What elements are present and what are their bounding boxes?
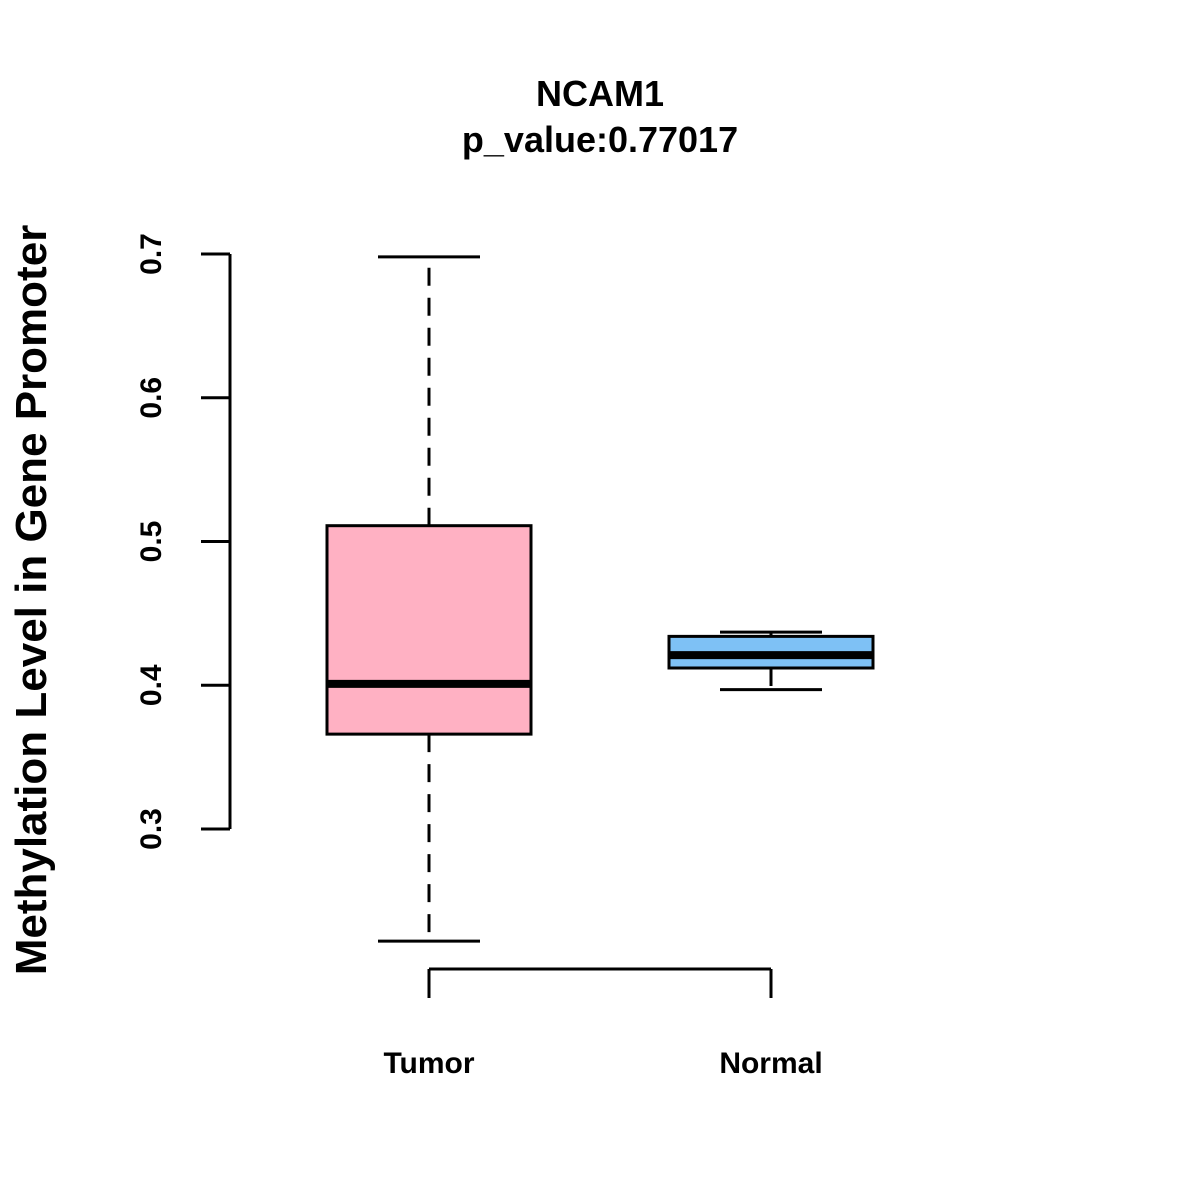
x-tick-label: Normal xyxy=(719,1047,822,1080)
box-normal xyxy=(667,630,875,692)
y-tick-label: 0.3 xyxy=(135,808,168,850)
box-tumor xyxy=(325,255,533,943)
boxplot-group xyxy=(325,255,875,943)
box-iqr xyxy=(325,524,533,736)
chart-title: NCAM1 xyxy=(536,73,664,114)
y-tick-label: 0.4 xyxy=(135,664,168,706)
chart-subtitle: p_value:0.77017 xyxy=(462,119,738,160)
y-tick-label: 0.6 xyxy=(135,377,168,419)
y-tick-label: 0.5 xyxy=(135,521,168,563)
y-axis: 0.3 0.4 0.5 0.6 0.7 xyxy=(135,233,232,850)
x-axis: Tumor Normal xyxy=(383,967,823,1080)
x-tick-label: Tumor xyxy=(383,1047,474,1080)
y-axis-label: Methylation Level in Gene Promoter xyxy=(7,225,56,976)
y-tick-label: 0.7 xyxy=(135,233,168,275)
